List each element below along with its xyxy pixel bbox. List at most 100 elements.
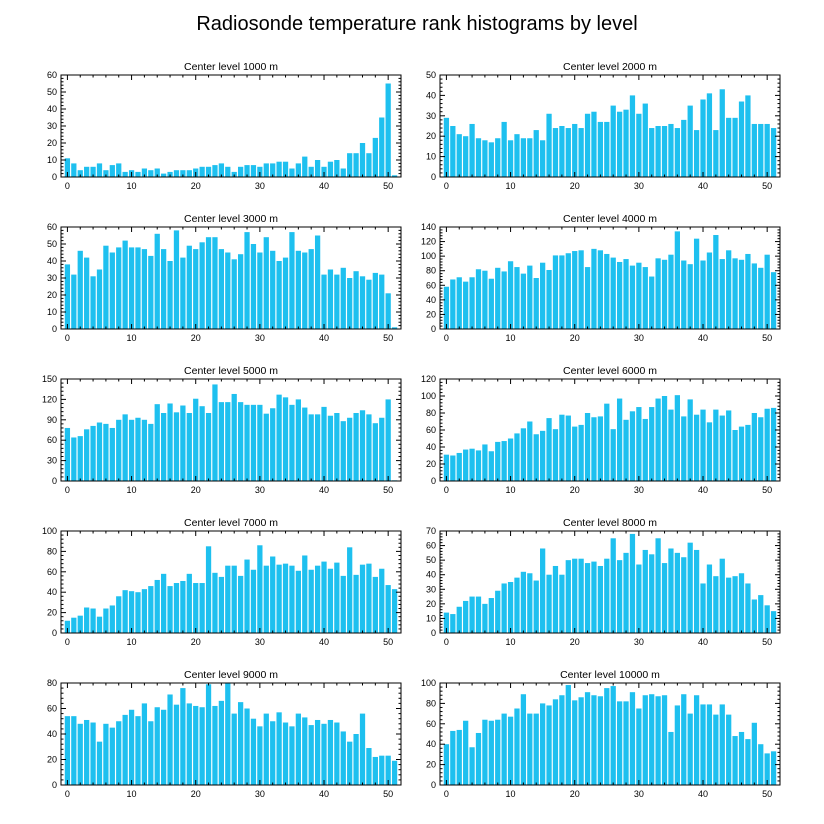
y-tick-label: 120	[421, 374, 436, 384]
histogram-bar	[302, 717, 308, 785]
y-tick-label: 20	[47, 290, 57, 300]
histogram-bar	[713, 409, 719, 481]
histogram-bar	[649, 407, 655, 481]
x-tick-label: 10	[506, 637, 516, 647]
histogram-bar	[475, 450, 482, 481]
histogram-bar	[770, 751, 777, 785]
histogram-bar	[591, 695, 597, 785]
histogram-bar	[540, 703, 546, 785]
histogram-bar	[199, 166, 205, 177]
histogram-bar	[180, 257, 186, 329]
histogram-bar	[263, 713, 269, 785]
histogram-bar	[636, 708, 642, 785]
x-tick-label: 0	[444, 333, 449, 343]
x-tick-label: 30	[255, 789, 265, 799]
histogram-bar	[327, 269, 334, 329]
x-tick-label: 20	[570, 181, 580, 191]
histogram-bar	[713, 714, 719, 785]
histogram-bar	[469, 747, 475, 785]
histogram-bar	[257, 252, 263, 329]
x-tick-label: 20	[570, 637, 580, 647]
histogram-bar	[359, 276, 366, 329]
histogram-bar	[668, 409, 674, 481]
x-tick-label: 40	[698, 789, 708, 799]
histogram-bar	[546, 574, 552, 633]
histogram-panel: Center level 3000 m 0 10 20 30 40 50 0 10 20 30 40 5…	[47, 213, 402, 343]
histogram-bar	[391, 589, 398, 633]
x-tick-label: 50	[762, 789, 772, 799]
histogram-bar	[135, 417, 141, 481]
histogram-bar	[340, 731, 346, 785]
histogram-bar	[700, 260, 706, 329]
y-tick-label: 60	[47, 70, 57, 80]
histogram-bar	[655, 126, 661, 177]
y-tick-label: 0	[431, 780, 436, 790]
histogram-bar	[173, 412, 180, 481]
y-tick-label: 10	[47, 155, 57, 165]
histogram-bar	[758, 417, 764, 481]
y-tick-label: 80	[47, 546, 57, 556]
histogram-bar	[565, 253, 571, 329]
histogram-bar	[732, 576, 738, 633]
x-tick-label: 40	[698, 333, 708, 343]
histogram-bar	[109, 165, 115, 177]
histogram-bar	[263, 413, 269, 481]
histogram-bar	[340, 267, 346, 329]
histogram-bar	[282, 397, 289, 481]
histogram-bar	[321, 723, 327, 785]
histogram-bar	[90, 166, 96, 177]
x-tick-label: 50	[383, 181, 393, 191]
histogram-bar	[706, 252, 713, 329]
histogram-bar	[527, 421, 533, 481]
histogram-bar	[77, 436, 83, 481]
histogram-bar	[463, 449, 469, 481]
histogram-bar	[469, 448, 475, 481]
plot-frame	[439, 530, 781, 634]
histogram-bar	[655, 696, 661, 785]
histogram-bar	[180, 170, 186, 177]
histogram-bar	[359, 410, 366, 481]
histogram-bar	[475, 596, 482, 633]
y-tick-label: 0	[431, 324, 436, 334]
x-tick-label: 10	[127, 333, 137, 343]
panel-title: Center level 8000 m	[563, 517, 657, 529]
y-tick-label: 0	[52, 324, 57, 334]
histogram-bar	[167, 586, 173, 633]
histogram-bar	[154, 168, 160, 177]
histogram-bar	[681, 694, 687, 785]
histogram-bar	[154, 579, 160, 633]
histogram-bar	[738, 101, 745, 177]
histogram-bar	[321, 274, 327, 329]
histogram-bar	[372, 576, 378, 633]
histogram-bar	[540, 140, 546, 177]
histogram-bar	[745, 424, 751, 481]
histogram-bar	[96, 163, 103, 177]
y-tick-label: 0	[52, 780, 57, 790]
histogram-bar	[225, 683, 231, 785]
y-tick-label: 0	[431, 628, 436, 638]
y-tick-label: 100	[421, 251, 436, 261]
histogram-bar	[578, 558, 584, 633]
histogram-bar	[193, 583, 199, 633]
histogram-bar	[482, 603, 488, 633]
x-tick-label: 20	[191, 181, 201, 191]
histogram-bar	[212, 165, 218, 177]
histogram-bar	[546, 705, 552, 785]
histogram-bar	[610, 538, 616, 633]
histogram-bar	[604, 403, 610, 481]
histogram-bar	[713, 576, 719, 633]
histogram-bar	[154, 233, 160, 329]
histogram-bar	[719, 415, 725, 481]
histogram-bar	[218, 163, 225, 177]
x-tick-label: 0	[65, 181, 70, 191]
x-tick-label: 50	[762, 181, 772, 191]
histogram-bar	[443, 117, 450, 177]
histogram-bar	[687, 264, 693, 329]
histogram-bar	[482, 140, 488, 177]
histogram-bar	[751, 413, 757, 481]
histogram-bar	[469, 277, 475, 329]
histogram-bar	[463, 136, 469, 177]
histogram-bar	[366, 748, 372, 785]
histogram-bar	[218, 402, 225, 481]
histogram-bar	[109, 252, 115, 329]
